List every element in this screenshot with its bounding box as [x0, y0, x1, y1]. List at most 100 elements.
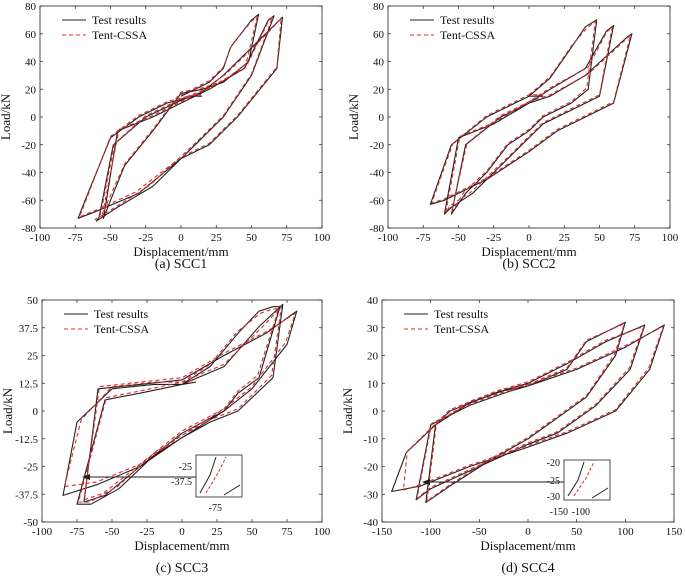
x-axis-label: Displacement/mm	[134, 538, 229, 553]
inset-tick-label: -25	[547, 476, 560, 487]
inset-curve-test-2	[591, 487, 609, 499]
legend-label: Test results	[94, 307, 148, 321]
x-tick-label: 100	[314, 526, 331, 538]
chart-caption: (a) SCC1	[155, 257, 208, 272]
series-line-test-results	[391, 321, 665, 504]
legend-label: Test results	[92, 13, 146, 27]
inset-tick-label: -37.5	[171, 477, 192, 488]
y-axis-label: Load/kN	[0, 387, 15, 434]
y-axis-label: Load/kN	[0, 93, 13, 140]
y-tick-label: 20	[25, 84, 37, 96]
x-tick-label: -75	[416, 232, 431, 244]
x-tick-label: -25	[486, 232, 501, 244]
x-tick-label: 25	[212, 526, 224, 538]
x-tick-label: -50	[472, 526, 487, 538]
x-tick-label: -50	[103, 232, 118, 244]
y-tick-label: 40	[367, 295, 379, 307]
y-tick-label: 50	[27, 295, 39, 307]
x-tick-label: 100	[662, 232, 679, 244]
x-tick-label: 25	[559, 232, 571, 244]
x-tick-label: 0	[178, 232, 184, 244]
y-tick-label: 0	[373, 406, 379, 418]
y-tick-label: 12.5	[19, 378, 39, 390]
y-tick-label: 37.5	[19, 323, 39, 335]
legend-label: Tent-CSSA	[440, 28, 496, 42]
inset-tick-label: -20	[547, 458, 560, 469]
y-tick-label: -50	[23, 517, 38, 529]
legend-label: Tent-CSSA	[94, 322, 150, 336]
series-line-tent-cssa	[431, 20, 632, 214]
axes-frame	[381, 299, 675, 523]
y-axis-label: Load/kN	[340, 387, 355, 434]
y-tick-label: -12.5	[15, 434, 38, 446]
x-tick-label: 100	[314, 232, 331, 244]
chart-panel-2: -100 -75 -50 -25 0 25 50 75 100 -80 -60 -40 -20 0 20 40…	[346, 1, 679, 272]
x-tick-label: -100	[421, 526, 442, 538]
inset-curve-test-2	[223, 484, 241, 496]
x-tick-label: -25	[138, 232, 153, 244]
series-line-tent-cssa	[402, 323, 664, 502]
legend-label: Tent-CSSA	[92, 28, 148, 42]
y-tick-label: -37.5	[15, 489, 38, 501]
legend-label: Test results	[434, 307, 488, 321]
chart-panel-1: -100 -75 -50 -25 0 25 50 75 100 -80 -60 -40 -20 0 20 40…	[0, 1, 331, 272]
y-tick-label: -20	[363, 462, 378, 474]
y-tick-label: -80	[369, 223, 384, 235]
series-line-test-results	[77, 13, 284, 222]
chart-panel-3: -100 -75 -50 -25 0 25 50 75 100 -50 -37.5 -25 -12.5 0…	[0, 295, 331, 576]
x-tick-label: -100	[30, 232, 51, 244]
y-tick-label: 0	[379, 112, 385, 124]
series-line-test-results	[62, 303, 298, 505]
series-line-tent-cssa	[63, 306, 296, 503]
inset-curve-tent	[205, 456, 227, 494]
x-tick-label: 50	[246, 232, 258, 244]
inset-curve-test	[567, 461, 585, 497]
x-tick-label: -50	[451, 232, 466, 244]
x-tick-label: 100	[617, 526, 634, 538]
x-tick-label: 25	[211, 232, 223, 244]
x-tick-label: 150	[666, 526, 683, 538]
x-tick-label: -100	[32, 526, 53, 538]
x-tick-label: 0	[526, 232, 532, 244]
inset-tick-label: -150	[550, 507, 568, 518]
x-tick-label: -50	[105, 526, 120, 538]
inset-arrow-head	[422, 479, 430, 485]
y-tick-label: 0	[31, 112, 37, 124]
y-tick-label: 80	[373, 1, 385, 13]
axes-frame	[387, 5, 671, 229]
y-tick-label: 0	[33, 406, 39, 418]
x-tick-label: 50	[247, 526, 259, 538]
x-tick-label: 50	[571, 526, 583, 538]
y-tick-label: 40	[25, 57, 37, 69]
inset-tick-label: -75	[209, 503, 222, 514]
y-tick-label: -20	[21, 140, 36, 152]
x-tick-label: 75	[629, 232, 641, 244]
inset-tick-label: -25	[179, 462, 192, 473]
inset-curve-tent	[573, 461, 595, 497]
y-tick-label: -80	[21, 223, 36, 235]
x-tick-label: 75	[282, 526, 294, 538]
y-tick-label: -60	[369, 195, 384, 207]
series-line-test-results	[429, 19, 633, 215]
legend-label: Test results	[440, 13, 494, 27]
x-tick-label: 50	[594, 232, 606, 244]
y-tick-label: 80	[25, 1, 37, 13]
x-tick-label: -25	[140, 526, 155, 538]
y-tick-label: 30	[367, 323, 379, 335]
y-tick-label: 25	[27, 351, 39, 363]
y-tick-label: -40	[21, 168, 36, 180]
y-tick-label: 10	[367, 378, 379, 390]
y-tick-label: -10	[363, 434, 378, 446]
y-tick-label: -25	[23, 462, 38, 474]
y-tick-label: 60	[25, 29, 37, 41]
chart-panel-4: -150 -100 -50 0 50 100 150-40-30-20-1001020304…	[340, 295, 683, 576]
y-tick-label: -40	[369, 168, 384, 180]
chart-caption: (d) SCC4	[501, 561, 554, 576]
y-tick-label: -20	[369, 140, 384, 152]
x-tick-label: -75	[70, 526, 85, 538]
y-tick-label: 60	[373, 29, 385, 41]
x-axis-label: Displacement/mm	[480, 538, 575, 553]
x-axis-label: Displacement/mm	[133, 244, 228, 259]
x-tick-label: 0	[179, 526, 185, 538]
